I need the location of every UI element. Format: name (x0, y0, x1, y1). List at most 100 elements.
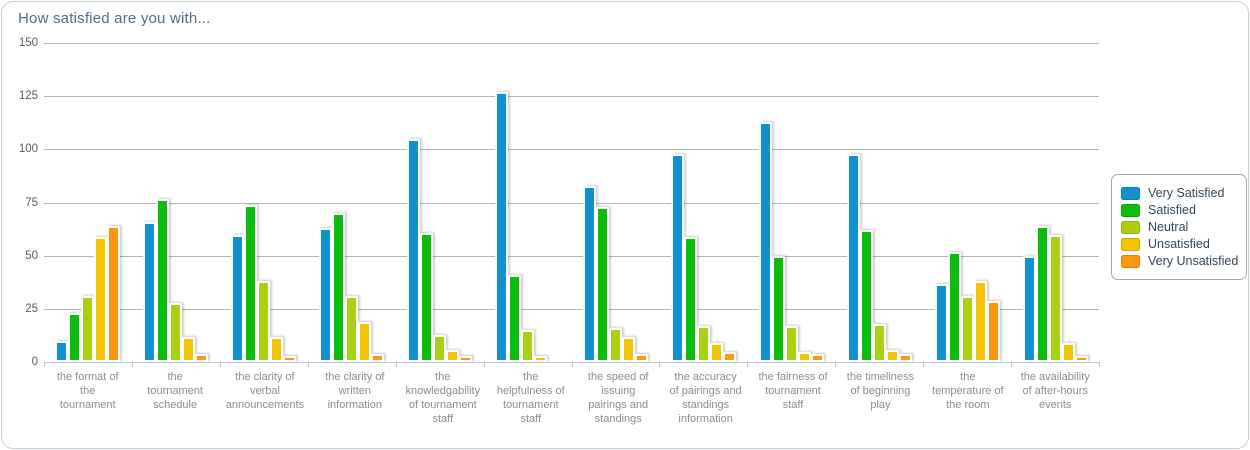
bar-very-satisfied (55, 341, 69, 362)
bar-group (396, 43, 484, 362)
legend: Very Satisfied Satisfied Neutral Unsatisfie… (1111, 174, 1247, 280)
bar-neutral (257, 281, 271, 362)
bar-unsatisfied (709, 343, 723, 362)
gridline (44, 308, 1099, 310)
bar-unsatisfied (182, 336, 196, 362)
bar-neutral (521, 330, 535, 362)
bar-very-unsatisfied (371, 353, 385, 362)
x-axis-ticks (44, 362, 1100, 368)
bar-satisfied (156, 198, 170, 362)
x-axis-tick (483, 362, 485, 367)
bar-group (572, 43, 660, 362)
bar-group (220, 43, 308, 362)
bar-satisfied (244, 204, 258, 362)
x-axis-category-label: the accuracy of pairings and standings i… (669, 371, 742, 425)
legend-item: Unsatisfied (1121, 237, 1237, 251)
bar-satisfied (508, 275, 522, 362)
bar-neutral (784, 326, 798, 362)
legend-label: Satisfied (1148, 203, 1196, 217)
bar-very-satisfied (407, 138, 421, 362)
legend-item: Very Satisfied (1121, 186, 1237, 200)
bar-very-satisfied (231, 234, 245, 362)
y-axis-tick-label: 75 (25, 196, 38, 209)
bar-very-unsatisfied (107, 226, 121, 362)
bar-satisfied (947, 251, 961, 362)
bar-unsatisfied (885, 349, 899, 362)
bar-satisfied (1035, 226, 1049, 362)
legend-item: Very Unsatisfied (1121, 254, 1239, 268)
bar-satisfied (595, 207, 609, 362)
bar-neutral (608, 328, 622, 362)
bar-very-unsatisfied (722, 351, 736, 362)
y-axis-tick-label: 100 (18, 143, 38, 156)
bar-unsatisfied (973, 281, 987, 362)
bar-unsatisfied (446, 349, 460, 362)
x-axis-category-label: the fairness of tournament staff (758, 371, 828, 411)
x-axis-category-label: the helpfulness of tournament staff (496, 371, 565, 425)
bar-group (484, 43, 572, 362)
x-axis-tick (1011, 362, 1013, 367)
legend-swatch-icon (1121, 237, 1140, 251)
bar-very-unsatisfied (634, 353, 648, 362)
bar-very-unsatisfied (898, 353, 912, 362)
bar-unsatisfied (621, 336, 635, 362)
legend-item: Neutral (1121, 220, 1237, 234)
bar-very-satisfied (934, 283, 948, 362)
bar-very-unsatisfied (459, 355, 473, 362)
bar-group (835, 43, 923, 362)
gridline (44, 149, 1099, 151)
bar-unsatisfied (797, 351, 811, 362)
bar-very-satisfied (582, 185, 596, 362)
bar-very-unsatisfied (986, 300, 1000, 362)
bar-neutral (696, 326, 710, 362)
x-axis-category-label: the knowledgability of tournament staff (405, 371, 481, 425)
legend-label: Very Unsatisfied (1148, 254, 1239, 268)
bar-very-satisfied (758, 121, 772, 362)
bar-group (308, 43, 396, 362)
legend-label: Very Satisfied (1148, 186, 1225, 200)
x-axis-category-label: the temperature of the room (932, 371, 1004, 411)
bar-neutral (872, 323, 886, 362)
x-axis-tick (923, 362, 925, 367)
y-axis: 0 25 50 75 100 125 150 (2, 37, 38, 368)
x-axis-category-label: the format of the tournament (56, 371, 119, 411)
y-axis-tick-label: 25 (25, 302, 38, 315)
bar-unsatisfied (94, 236, 108, 362)
x-axis-category-label: the clarity of verbal announcements (225, 371, 305, 411)
y-axis-tick-label: 150 (18, 37, 38, 49)
legend-label: Neutral (1148, 220, 1189, 234)
x-axis-tick (307, 362, 309, 367)
bar-very-satisfied (143, 221, 157, 362)
bar-very-unsatisfied (1074, 355, 1088, 362)
bar-neutral (169, 302, 183, 362)
bar-neutral (345, 296, 359, 362)
x-axis-tick (747, 362, 749, 367)
bar-very-unsatisfied (283, 355, 297, 362)
x-axis-category-label: the tournament schedule (147, 371, 203, 411)
chart-title: How satisfied are you with... (18, 10, 211, 27)
bar-very-satisfied (319, 228, 333, 362)
bar-satisfied (420, 232, 434, 362)
x-axis-tick (1099, 362, 1100, 367)
bar-satisfied (332, 213, 346, 362)
legend-swatch-icon (1121, 220, 1140, 234)
bar-unsatisfied (1061, 343, 1075, 362)
legend-item: Satisfied (1121, 203, 1237, 217)
bar-unsatisfied (534, 355, 548, 362)
x-axis-category-label: the clarity of written information (325, 371, 385, 411)
x-axis-category-label: the speed of issuing pairings and standi… (587, 371, 649, 425)
x-axis-category-label: the availability of after-hours events (1020, 371, 1090, 411)
x-axis-tick (571, 362, 573, 367)
bar-group (659, 43, 747, 362)
y-axis-tick-label: 50 (25, 249, 38, 262)
bar-group (747, 43, 835, 362)
bar-satisfied (68, 313, 82, 362)
y-axis-tick-label: 125 (18, 90, 38, 103)
x-axis-category-label: the timeliness of beginning play (846, 371, 915, 411)
bar-very-satisfied (846, 153, 860, 362)
y-axis-tick-label: 0 (31, 356, 38, 368)
x-axis-tick (44, 362, 45, 367)
bar-very-unsatisfied (810, 353, 824, 362)
bar-groups (44, 43, 1099, 362)
